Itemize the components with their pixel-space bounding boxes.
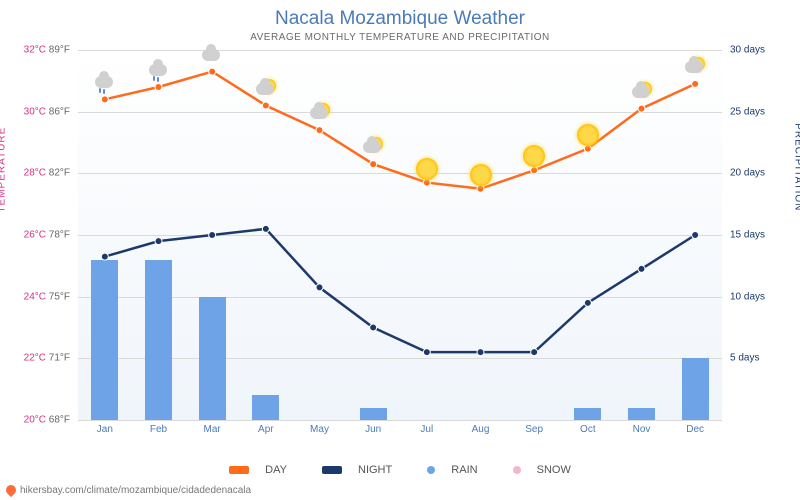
y-right-axis-title: PRECIPITATION <box>793 123 800 211</box>
y-right-tick: 30 days <box>730 45 765 56</box>
legend-snow: SNOW <box>505 464 579 476</box>
line-series <box>78 50 722 420</box>
y-right-tick: 15 days <box>730 230 765 241</box>
chart-legend: DAY NIGHT RAIN SNOW <box>0 464 800 476</box>
y-left-tick: 24°C 75°F <box>24 291 70 302</box>
sunny-icon <box>467 164 495 186</box>
x-tick: Jan <box>97 424 113 435</box>
sunny-icon <box>413 158 441 180</box>
x-tick: Jun <box>365 424 381 435</box>
footer-attribution: hikersbay.com/climate/mozambique/cidaded… <box>6 485 251 496</box>
y-right-tick: 25 days <box>730 106 765 117</box>
rain-icon <box>145 62 173 84</box>
x-tick: Dec <box>686 424 704 435</box>
y-left-tick: 26°C 78°F <box>24 230 70 241</box>
x-tick: Jul <box>420 424 433 435</box>
rain-icon <box>91 74 119 96</box>
x-tick: May <box>310 424 329 435</box>
partly-icon <box>306 105 334 127</box>
x-tick: Aug <box>472 424 490 435</box>
plot-area <box>78 50 722 420</box>
weather-chart: Nacala Mozambique Weather AVERAGE MONTHL… <box>0 0 800 500</box>
y-left-tick: 28°C 82°F <box>24 168 70 179</box>
partly-icon <box>628 84 656 106</box>
legend-rain: RAIN <box>419 464 485 476</box>
cloudy-icon <box>198 47 226 69</box>
y-left-axis-title: TEMPERATURE <box>0 127 8 213</box>
sunny-icon <box>520 145 548 167</box>
x-tick: Sep <box>525 424 543 435</box>
pin-icon <box>4 483 18 497</box>
x-axis-labels: Jan Feb Mar Apr May Jun Jul Aug Sep Oct Nov Dec <box>78 424 722 440</box>
chart-title: Nacala Mozambique Weather <box>0 0 800 30</box>
gridline <box>78 420 722 421</box>
legend-night: NIGHT <box>314 464 400 476</box>
y-right-tick: 10 days <box>730 291 765 302</box>
legend-day: DAY <box>221 464 295 476</box>
y-left-ticks: 32°C 89°F30°C 86°F28°C 82°F26°C 78°F24°C… <box>12 50 74 420</box>
partly-icon <box>252 81 280 103</box>
y-left-tick: 20°C 68°F <box>24 415 70 426</box>
y-right-ticks: 30 days25 days20 days15 days10 days5 day… <box>726 50 788 420</box>
x-tick: Feb <box>150 424 167 435</box>
x-tick: Oct <box>580 424 596 435</box>
partly-icon <box>359 139 387 161</box>
y-left-tick: 22°C 71°F <box>24 353 70 364</box>
y-right-tick: 20 days <box>730 168 765 179</box>
y-right-tick: 5 days <box>730 353 759 364</box>
x-tick: Mar <box>204 424 221 435</box>
y-left-tick: 30°C 86°F <box>24 106 70 117</box>
y-left-tick: 32°C 89°F <box>24 45 70 56</box>
x-tick: Apr <box>258 424 274 435</box>
sunny-icon <box>574 124 602 146</box>
chart-subtitle: AVERAGE MONTHLY TEMPERATURE AND PRECIPIT… <box>0 30 800 43</box>
x-tick: Nov <box>633 424 651 435</box>
partly-icon <box>681 59 709 81</box>
